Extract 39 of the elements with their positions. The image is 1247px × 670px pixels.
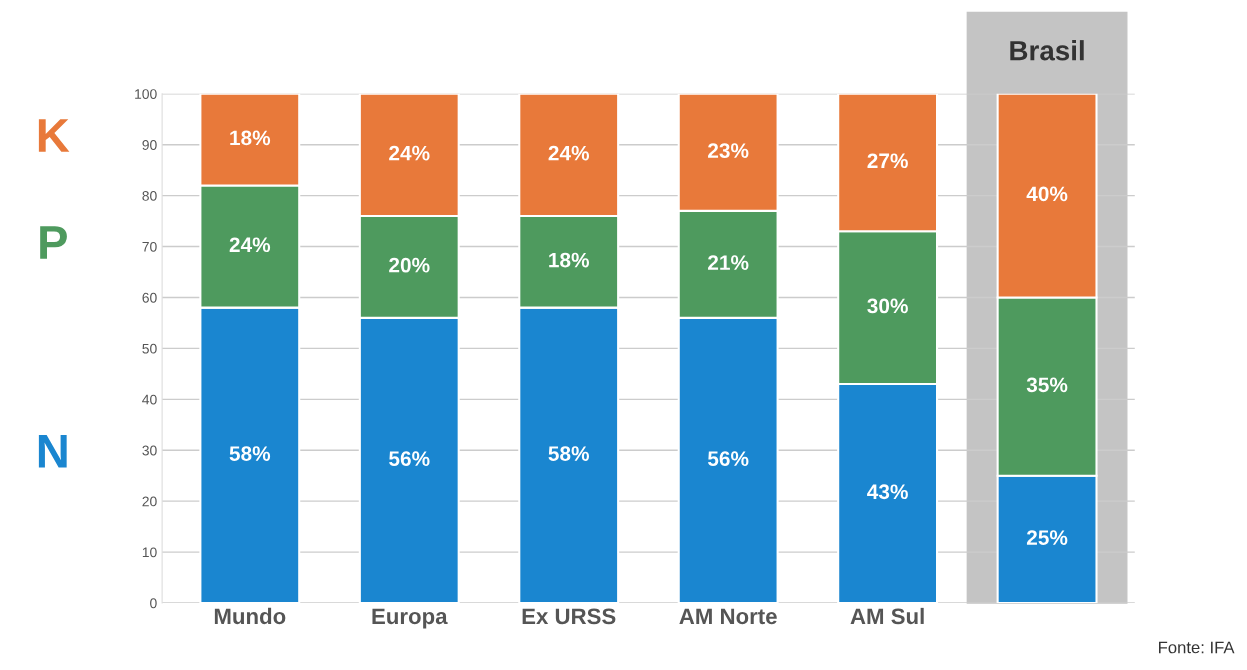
- data-label: 20%: [389, 257, 430, 273]
- data-label: 58%: [229, 446, 271, 461]
- x-tick-label: AM Norte: [679, 608, 777, 625]
- y-tick-label: 10: [142, 547, 157, 558]
- source-note: Fonte: IFA: [1159, 641, 1235, 654]
- y-tick-label: 50: [142, 343, 157, 354]
- y-tick-label: 40: [142, 394, 157, 405]
- x-tick-label: AM Sul: [850, 607, 924, 625]
- y-tick-label: 80: [142, 190, 157, 201]
- text: N: [38, 435, 67, 468]
- data-label: 56%: [707, 451, 749, 467]
- data-label: 18%: [549, 252, 590, 268]
- text: K: [38, 119, 70, 152]
- x-tick-label: Europa: [372, 608, 448, 629]
- y-tick-label: 30: [142, 445, 157, 456]
- data-label: 40%: [1026, 186, 1068, 202]
- x-tick-label: Brasil: [1010, 40, 1084, 61]
- data-label: 23%: [708, 143, 749, 158]
- text: P: [40, 226, 67, 259]
- y-tick-label: 0: [150, 598, 157, 609]
- data-label: 58%: [548, 446, 590, 461]
- data-label: 27%: [867, 153, 908, 169]
- data-label: 43%: [867, 484, 908, 500]
- data-label: 25%: [1026, 530, 1068, 545]
- y-tick-label: 60: [142, 292, 157, 303]
- data-label: 18%: [230, 130, 271, 146]
- x-tick-label: Ex URSS: [522, 608, 616, 625]
- y-tick-label: 90: [142, 140, 157, 150]
- y-tick-label: 100: [135, 89, 157, 99]
- data-label: 21%: [708, 255, 749, 270]
- data-label: 56%: [389, 451, 430, 467]
- data-label: 24%: [229, 237, 271, 253]
- data-label: 24%: [548, 145, 590, 161]
- y-tick-label: 20: [142, 496, 157, 507]
- x-tick-label: Mundo: [214, 607, 286, 625]
- data-label: 35%: [1026, 377, 1068, 393]
- y-tick-label: 70: [142, 241, 157, 252]
- data-label: 30%: [867, 298, 908, 314]
- data-label: 24%: [389, 145, 430, 161]
